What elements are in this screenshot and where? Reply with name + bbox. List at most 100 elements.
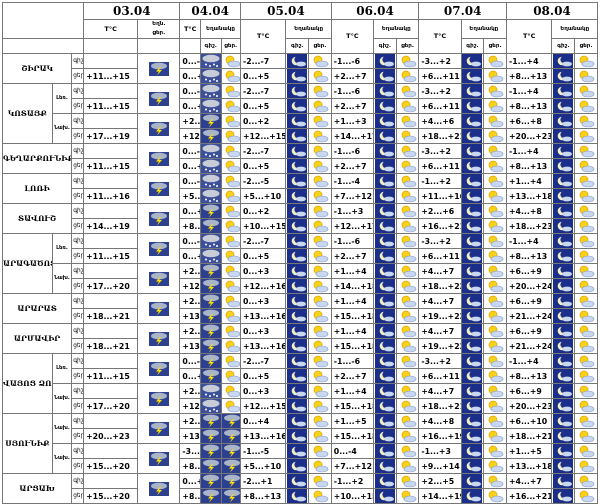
weather-icon-cell: [199, 98, 222, 114]
sun-cloud-icon: [576, 340, 597, 353]
temperature-value: +11...+15: [83, 68, 139, 84]
weather-icon-cell: [372, 443, 397, 459]
weather-icon-cell: [220, 428, 241, 444]
day-label: ցեր.: [71, 338, 85, 354]
sun-cloud-icon: [576, 220, 597, 233]
temperature-value: -1...+4: [505, 143, 553, 159]
weather-icon-cell: [574, 233, 598, 249]
temperature-value: +1...+4: [505, 173, 553, 189]
moon-icon: [374, 354, 395, 368]
sun-cloud-icon: [222, 310, 240, 323]
weather-icon-cell: [574, 113, 598, 129]
sun-cloud-icon: [576, 190, 597, 203]
sun-cloud-icon: [310, 190, 331, 203]
weather-icon-cell: [551, 338, 576, 354]
weather-icon-cell: [199, 218, 222, 234]
weather-icon-cell: [395, 188, 420, 204]
weather-icon-cell: [551, 53, 576, 69]
temperature-value: 0...+2: [239, 203, 287, 219]
moon-icon: [287, 174, 308, 188]
moon-icon: [553, 234, 574, 248]
weather-icon-cell: [483, 338, 507, 354]
weather-icon-cell: [483, 488, 507, 504]
weather-icon-cell: [372, 353, 397, 369]
weather-icon-cell: [285, 398, 310, 414]
weather-icon-cell: [395, 53, 420, 69]
moon-icon: [462, 429, 483, 443]
sun-cloud-icon: [222, 175, 240, 188]
temperature-value: +6...+9: [505, 293, 553, 309]
weather-icon-cell: [395, 128, 420, 144]
weather-icon-cell: [372, 278, 397, 294]
weather-icon-cell: [220, 443, 241, 459]
sun-cloud-icon: [576, 145, 597, 158]
temperature-value: +13...+18: [505, 188, 553, 204]
temperature-value: 0...+2: [239, 113, 287, 129]
sun-cloud-icon: [485, 280, 506, 293]
moon-icon: [553, 369, 574, 383]
thunderstorm-icon: [139, 241, 179, 256]
weather-icon-cell: [574, 383, 598, 399]
thunderstorm-icon: [222, 414, 240, 428]
weather-icon-cell: [395, 173, 420, 189]
weather-icon-cell: [551, 143, 576, 159]
day-label: ցեր.: [71, 128, 85, 144]
night-label: գիշ.: [71, 173, 85, 189]
weather-icon-cell: [372, 383, 397, 399]
weather-icon-cell: [285, 323, 310, 339]
moon-icon: [462, 144, 483, 158]
moon-icon: [374, 159, 395, 173]
temperature-value: [83, 443, 139, 459]
moon-icon: [553, 144, 574, 158]
moon-icon: [374, 324, 395, 338]
weather-icon-cell: [460, 203, 485, 219]
sun-cloud-icon: [576, 70, 597, 83]
temperature-value: -1...-6: [330, 143, 374, 159]
temperature-value: +4...+8: [505, 203, 553, 219]
moon-icon: [287, 84, 308, 98]
thunderstorm-icon: [139, 271, 179, 286]
forecast-row: ցեր.+20...+23 +13...+16 +13...+16 +15...+18…: [3, 428, 598, 444]
thunderstorm-icon: [139, 61, 179, 76]
moon-icon: [462, 459, 483, 473]
weather-icon-cell: [372, 293, 397, 309]
moon-icon: [287, 354, 308, 368]
temperature-value: +5...+10: [179, 188, 201, 204]
thunderstorm-icon: [201, 444, 221, 458]
weather-icon-cell: [460, 443, 485, 459]
sun-cloud-icon: [576, 55, 597, 68]
sun-cloud-icon: [397, 280, 418, 293]
weather-icon-cell: [460, 113, 485, 129]
weather-icon-cell: [137, 233, 181, 264]
moon-icon: [374, 129, 395, 143]
weather-icon-cell: [372, 83, 397, 99]
weather-icon-cell: [137, 263, 181, 294]
sun-cloud-icon: [576, 235, 597, 248]
moon-icon: [287, 219, 308, 233]
weather-icon-cell: [308, 338, 332, 354]
moon-icon: [374, 174, 395, 188]
night-label: գիշ.: [71, 413, 85, 429]
sun-cloud-icon: [310, 265, 331, 278]
moon-icon: [374, 264, 395, 278]
temperature-value: 0...-5: [179, 53, 201, 69]
night-label: գիշ.: [71, 83, 85, 99]
temperature-value: 0...+4: [179, 203, 201, 219]
temperature-value: +8...+13: [505, 368, 553, 384]
moon-icon: [462, 129, 483, 143]
weather-icon-cell: [395, 143, 420, 159]
temperature-value: +13...+16: [179, 428, 201, 444]
sun-cloud-icon: [310, 130, 331, 143]
temperature-value: [83, 233, 139, 249]
weather-icon-cell: [199, 233, 222, 249]
temp-header: T°C: [179, 19, 201, 39]
weather-icon-cell: [220, 203, 241, 219]
forecast-row: ցեր.+17...+20 +12...+16 +12...+16 +14...+18…: [3, 278, 598, 294]
moon-icon: [287, 324, 308, 338]
moon-icon: [287, 189, 308, 203]
weather-icon-cell: [308, 443, 332, 459]
temperature-value: +2...+4: [179, 113, 201, 129]
weather-icon-cell: [199, 158, 222, 174]
